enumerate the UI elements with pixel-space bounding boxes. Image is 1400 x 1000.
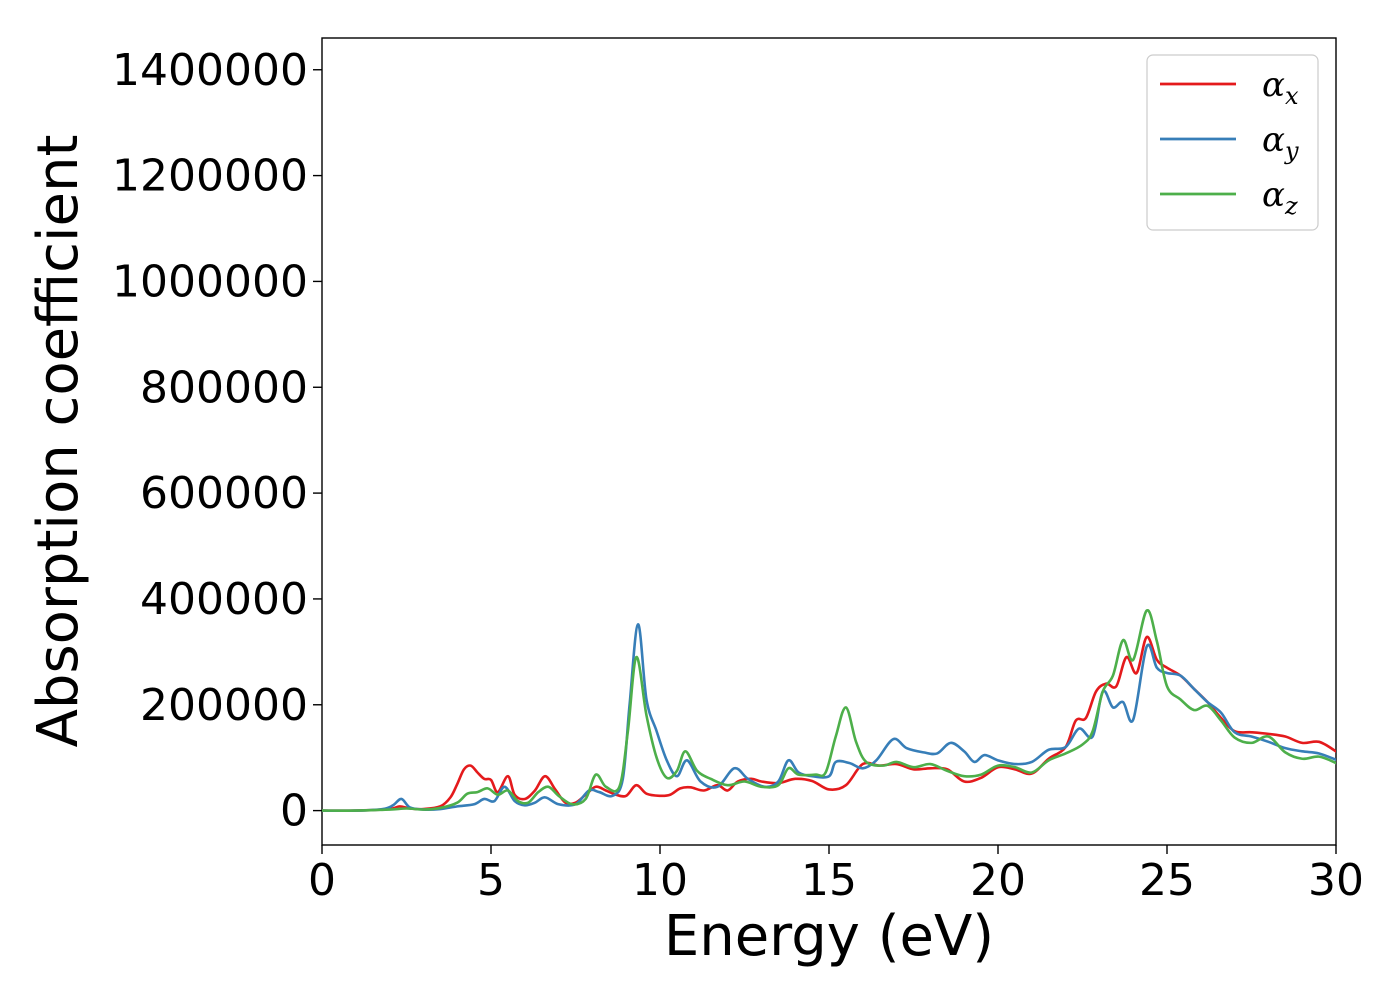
x-tick-label: 15 <box>801 855 857 906</box>
x-tick-label: 0 <box>308 855 336 906</box>
y-tick-label: 400000 <box>140 574 308 625</box>
y-tick-label: 800000 <box>140 362 308 413</box>
x-ticks: 0 5 10 15 20 25 30 <box>308 845 1364 906</box>
legend-box <box>1146 54 1319 231</box>
y-axis-label: Absorption coefficient <box>26 135 91 748</box>
y-tick-label: 0 <box>280 786 308 837</box>
series-line-x <box>322 635 1336 813</box>
x-tick-label: 10 <box>632 855 688 906</box>
y-tick-label: 1200000 <box>112 151 308 202</box>
legend-label-y: αy <box>1262 120 1299 165</box>
y-tick-label: 1000000 <box>112 256 308 307</box>
y-ticks: 0 200000 400000 600000 800000 1000000 1200000 1… <box>112 45 322 837</box>
series-layer <box>322 609 1336 813</box>
series-line-z <box>322 609 1336 812</box>
x-tick-label: 5 <box>477 855 505 906</box>
x-tick-label: 20 <box>970 855 1026 906</box>
x-tick-label: 30 <box>1308 855 1364 906</box>
y-tick-label: 1400000 <box>112 45 308 96</box>
x-axis-label: Energy (eV) <box>664 904 994 969</box>
y-tick-label: 600000 <box>140 468 308 519</box>
y-tick-label: 200000 <box>140 680 308 731</box>
x-tick-label: 25 <box>1139 855 1195 906</box>
